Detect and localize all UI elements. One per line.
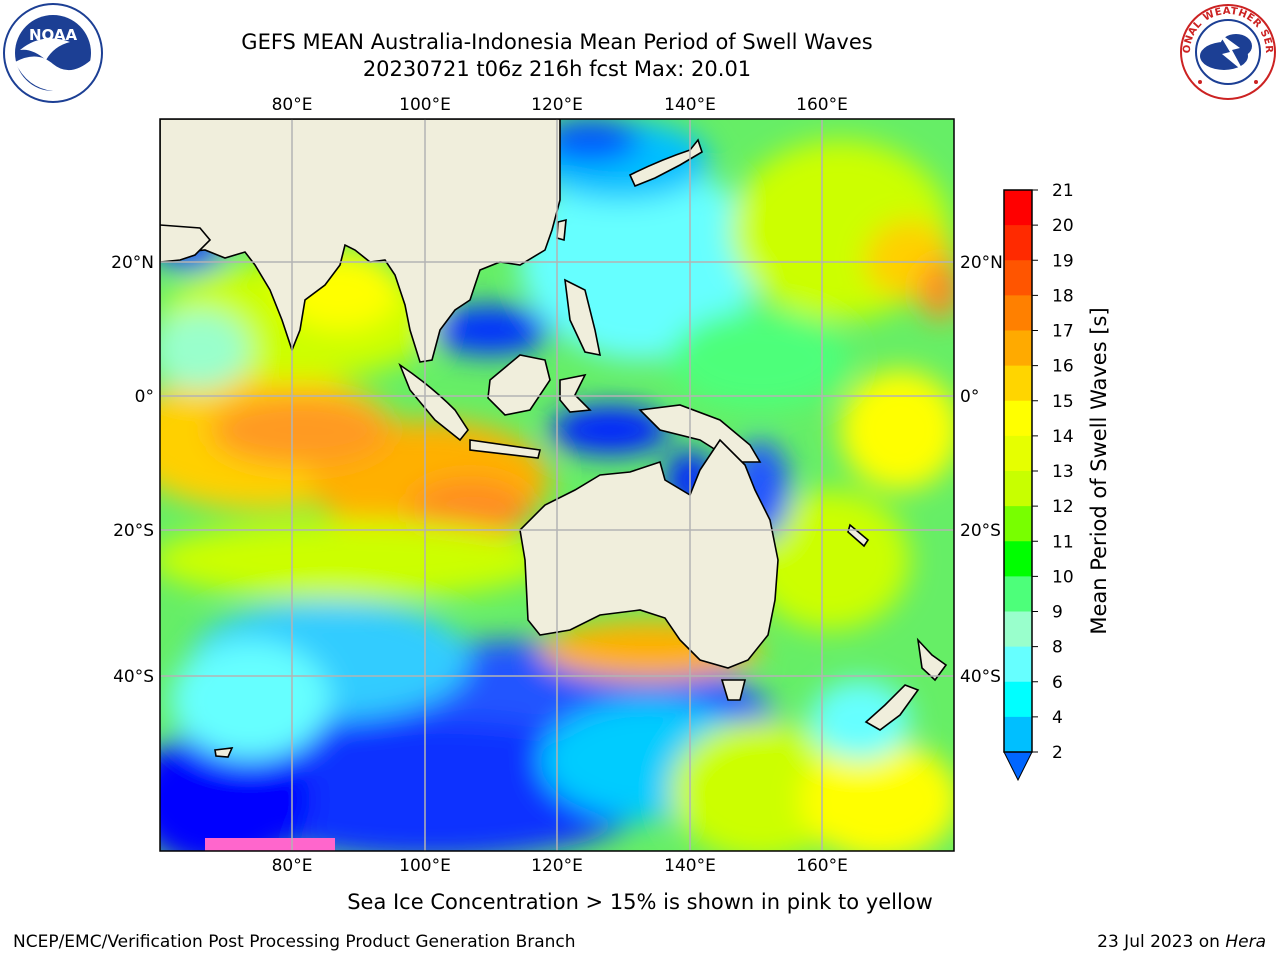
lat-label-left: 40°S [113,667,154,687]
colorbar-segment [1004,330,1032,367]
lon-label-bottom: 160°E [796,856,848,876]
colorbar-segment [1004,541,1032,577]
swell-period-field [160,119,954,851]
colorbar-tick-label: 12 [1052,497,1074,517]
colorbar-tick-label: 6 [1052,673,1063,693]
colorbar-segment [1004,681,1032,718]
colorbar-tick-label: 2 [1052,743,1063,763]
lat-label-left: 20°N [111,253,154,273]
latitude-labels: 20°N 0° 20°S 40°S 20°N 0° 20°S 40°S [111,253,1003,687]
footer-date-text: 23 Jul 2023 on [1097,932,1220,952]
footer-machine: Hera [1225,932,1266,952]
colorbar: 21 20 19 18 17 16 15 14 13 12 11 10 9 8 6 4 2 [1003,181,1074,782]
colorbar-tick-label: 4 [1052,708,1063,728]
colorbar-segment [1004,576,1032,612]
longitude-labels: 80°E 100°E 120°E 140°E 160°E 80°E 100°E … [272,95,848,876]
colorbar-segment [1004,400,1032,437]
colorbar-tick-label: 8 [1052,638,1063,658]
colorbar-tick-label: 10 [1052,567,1074,587]
colorbar-tick-label: 21 [1052,181,1074,201]
lon-label-bottom: 100°E [399,856,451,876]
lon-label-bottom: 80°E [272,856,313,876]
nws-logo: NATIONAL WEATHER SERVICE [1178,2,1276,100]
colorbar-segment [1004,716,1032,753]
lat-label-right: 20°S [960,521,1001,541]
lat-label-right: 20°N [960,253,1003,273]
lat-label-right: 0° [960,387,979,407]
lat-label-right: 40°S [960,667,1001,687]
colorbar-segment [1004,365,1032,402]
lon-label-top: 120°E [531,95,583,115]
colorbar-tick-label: 18 [1052,286,1074,306]
colorbar-tick-label: 16 [1052,357,1074,377]
colorbar-tick-label: 20 [1052,216,1074,236]
noaa-logo: NOAA [3,3,103,103]
colorbar-tick-label: 13 [1052,462,1074,482]
colorbar-tick-label: 15 [1052,392,1074,412]
noaa-logo-text: NOAA [29,26,78,44]
lon-label-top: 80°E [272,95,313,115]
colorbar-extend-arrow [1003,751,1033,782]
chart-subtitle: 20230721 t06z 216h fcst Max: 20.01 [362,57,752,81]
chart-title: GEFS MEAN Australia-Indonesia Mean Perio… [241,30,873,54]
colorbar-segment [1004,435,1032,472]
lon-label-top: 140°E [664,95,716,115]
lon-label-top: 100°E [399,95,451,115]
colorbar-tick-label: 19 [1052,251,1074,271]
colorbar-label: Mean Period of Swell Waves [s] [1087,307,1111,634]
colorbar-segment [1004,646,1032,683]
lat-label-left: 20°S [113,521,154,541]
footer-date: 23 Jul 2023 on Hera [1097,932,1266,952]
colorbar-segment [1004,260,1032,296]
map-frame [159,118,955,852]
colorbar-tick-label: 17 [1052,322,1074,342]
colorbar-segment [1004,295,1032,331]
lon-label-top: 160°E [796,95,848,115]
lat-label-left: 0° [135,387,154,407]
land-masses [160,119,948,758]
colorbar-tick-label: 9 [1052,603,1063,623]
colorbar-segment [1004,225,1032,261]
lon-label-bottom: 140°E [664,856,716,876]
colorbar-segment [1004,506,1032,542]
sea-ice-note: Sea Ice Concentration > 15% is shown in … [347,890,933,914]
colorbar-segment [1004,190,1032,226]
colorbar-tick-label: 14 [1052,427,1074,447]
lon-label-bottom: 120°E [531,856,583,876]
graticule [160,119,954,851]
colorbar-segment [1004,471,1032,507]
colorbar-tick-label: 11 [1052,532,1074,552]
footer-credit: NCEP/EMC/Verification Post Processing Pr… [13,932,576,952]
colorbar-segment [1004,611,1032,648]
